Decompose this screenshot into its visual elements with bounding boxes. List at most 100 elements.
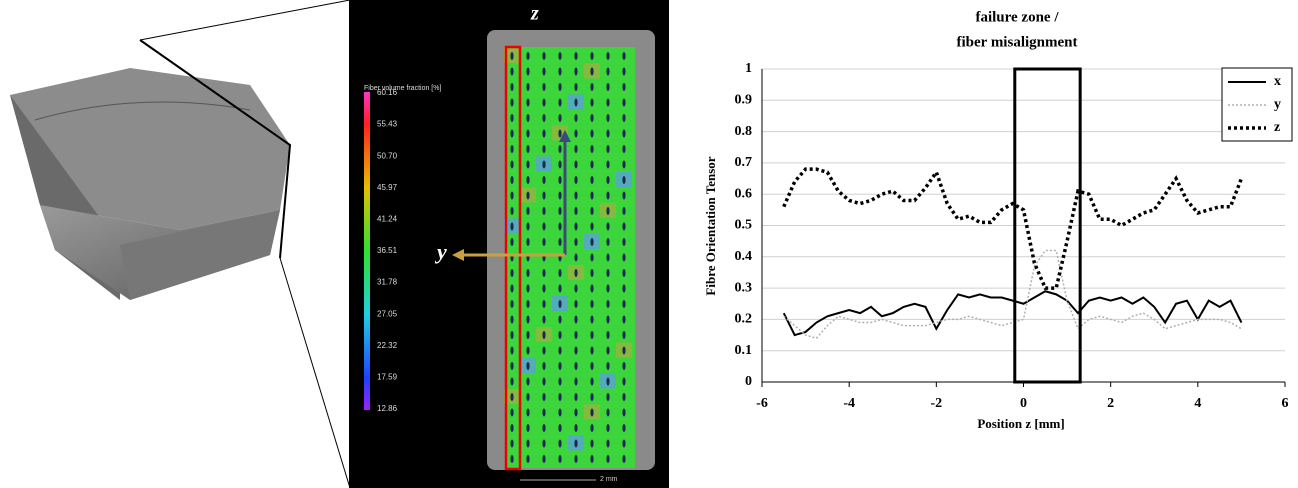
fiber-glyph: [510, 331, 514, 339]
colorbar-tick-label: 36.51: [377, 246, 398, 255]
fiber-glyph: [510, 362, 514, 370]
fiber-glyph: [574, 424, 578, 432]
fiber-glyph: [574, 284, 578, 293]
fiber-glyph: [526, 424, 530, 432]
fiber-glyph: [510, 393, 514, 401]
fiber-glyph: [510, 222, 514, 231]
fiber-glyph: [542, 300, 546, 308]
fiber-glyph: [542, 455, 546, 463]
fiber-glyph: [622, 176, 626, 184]
fiber-glyph: [526, 145, 530, 153]
fiber-glyph: [622, 191, 626, 200]
y-tick-label: 0.4: [735, 249, 753, 264]
fiber-glyph: [526, 393, 530, 401]
fiber-glyph: [574, 315, 578, 324]
fiber-glyph: [542, 269, 546, 277]
fiber-glyph: [606, 315, 610, 324]
fiber-glyph: [558, 408, 562, 417]
colorbar-tick-label: 31.78: [377, 278, 398, 287]
z-axis-name: z: [530, 3, 539, 25]
fiber-glyph: [590, 160, 594, 169]
fiber-glyph: [606, 253, 610, 262]
fiber-glyph: [510, 408, 514, 417]
fiber-glyph: [526, 331, 530, 339]
fiber-glyph: [542, 331, 546, 339]
y-tick-label: 0.2: [735, 312, 753, 327]
fiber-glyph: [542, 315, 546, 324]
y-tick-label: 1: [745, 61, 752, 76]
fiber-glyph: [622, 222, 626, 231]
fiber-glyph: [622, 145, 626, 153]
colorbar-tick-label: 41.24: [377, 215, 398, 224]
fiber-glyph: [558, 52, 562, 60]
colorbar-tick-label: 12.86: [377, 404, 398, 413]
fiber-glyph: [510, 160, 514, 169]
fiber-glyph: [606, 160, 610, 169]
fiber-glyph: [590, 362, 594, 370]
fiber-glyph: [558, 114, 562, 122]
fiber-glyph: [590, 238, 594, 246]
legend-label: y: [1274, 97, 1281, 112]
fiber-glyph: [542, 191, 546, 200]
fiber-glyph: [510, 83, 514, 91]
fiber-glyph: [526, 315, 530, 324]
fiber-glyph: [590, 408, 594, 417]
fiber-glyph: [510, 67, 514, 76]
fiber-glyph: [510, 191, 514, 200]
fiber-glyph: [526, 269, 530, 277]
fiber-glyph: [590, 455, 594, 463]
scale-label: 2 mm: [600, 476, 618, 483]
fiber-glyph: [622, 439, 626, 448]
fiber-glyph: [606, 83, 610, 91]
failure-zone: [1013, 67, 1082, 384]
fiber-glyph: [590, 52, 594, 60]
fiber-glyph: [558, 83, 562, 91]
fiber-glyph: [590, 439, 594, 448]
fiber-glyph: [622, 315, 626, 324]
fvf-map: [505, 47, 635, 468]
z-arrowhead: [559, 130, 571, 142]
fiber-glyph: [574, 98, 578, 107]
colorbar-title: Fiber volume fraction [%]: [364, 85, 441, 92]
fiber-glyph: [606, 346, 610, 355]
fiber-glyph: [526, 176, 530, 184]
y-tick-label: 0.7: [735, 155, 753, 170]
fiber-glyph: [526, 439, 530, 448]
fiber-glyph: [606, 52, 610, 60]
fiber-glyph: [526, 284, 530, 293]
highlight-strip: [504, 45, 522, 471]
fiber-glyph: [590, 129, 594, 138]
fiber-glyph: [622, 98, 626, 107]
y-tick-label: 0.5: [735, 218, 753, 233]
x-tick-label: -4: [843, 396, 855, 411]
series-line: [782, 167, 1244, 290]
x-tick-label: 2: [1107, 396, 1114, 411]
fiber-glyph: [558, 315, 562, 324]
fiber-glyph: [510, 455, 514, 463]
fiber-glyph: [558, 300, 562, 308]
fiber-glyph: [590, 300, 594, 308]
fiber-glyph: [558, 346, 562, 355]
fiber-glyph: [542, 98, 546, 107]
fiber-glyph: [606, 439, 610, 448]
fiber-glyph: [542, 346, 546, 355]
fiber-glyph: [558, 455, 562, 463]
fiber-glyph: [574, 455, 578, 463]
fiber-glyph: [542, 222, 546, 231]
fiber-glyph: [574, 331, 578, 339]
fiber-glyph: [574, 191, 578, 200]
fiber-glyph: [510, 439, 514, 448]
fiber-glyph: [510, 176, 514, 184]
fiber-glyph: [542, 424, 546, 432]
fiber-glyph: [558, 269, 562, 277]
fiber-glyph: [606, 408, 610, 417]
fiber-glyph: [622, 455, 626, 463]
fiber-glyph: [526, 377, 530, 386]
fiber-glyph: [510, 129, 514, 138]
fiber-glyph: [622, 331, 626, 339]
x-tick-label: 4: [1194, 396, 1201, 411]
fiber-glyph: [574, 300, 578, 308]
y-tick-label: 0.6: [735, 186, 753, 201]
fiber-glyph: [542, 439, 546, 448]
fiber-glyph: [606, 145, 610, 153]
